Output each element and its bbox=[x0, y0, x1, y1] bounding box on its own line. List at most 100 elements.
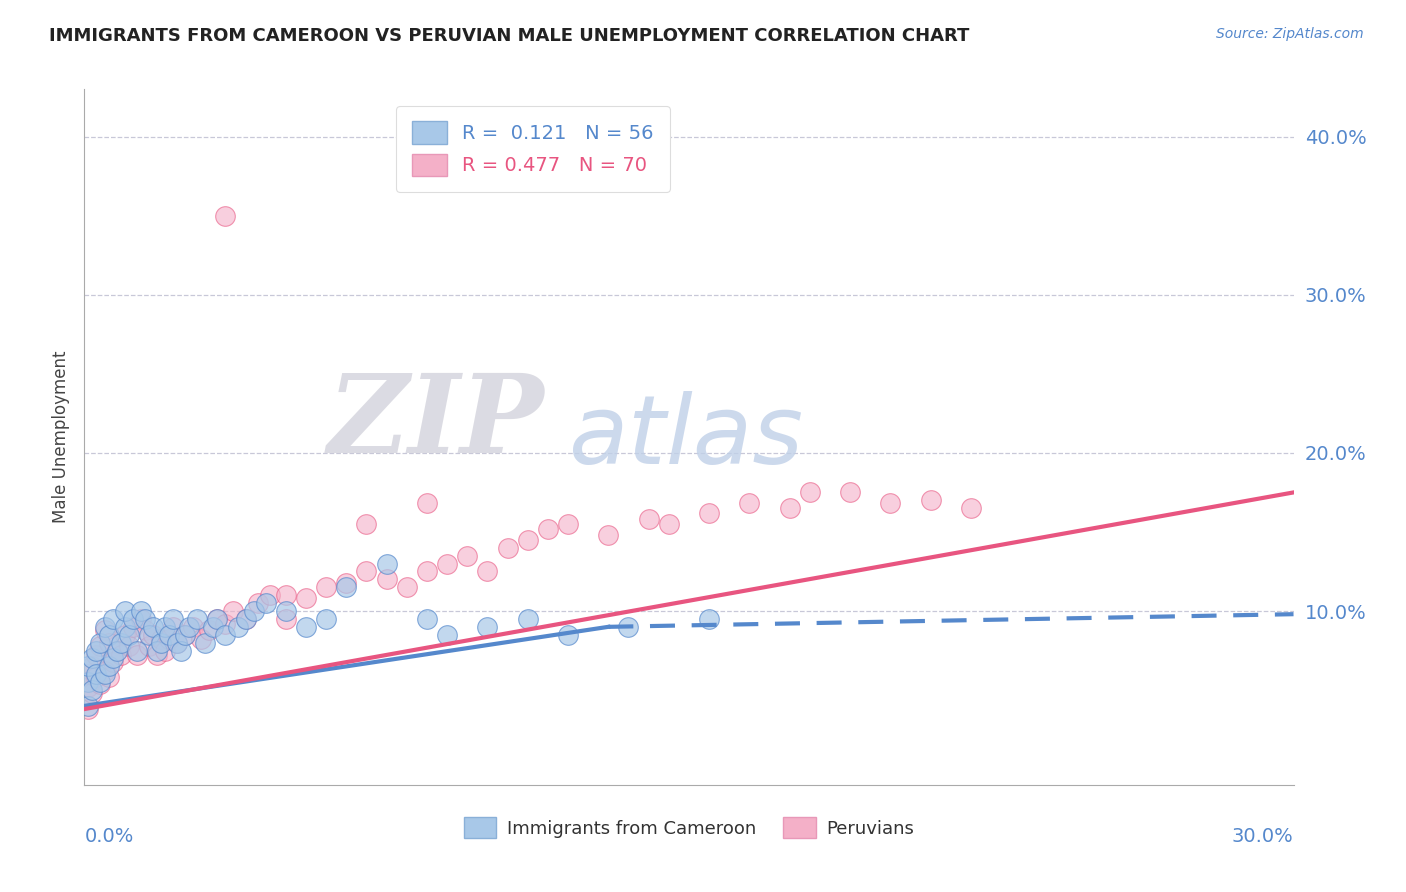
Point bbox=[138, 628, 160, 642]
Point bbox=[190, 632, 212, 647]
Point bbox=[242, 604, 264, 618]
Point bbox=[121, 612, 143, 626]
Point bbox=[149, 635, 172, 649]
Point bbox=[617, 620, 640, 634]
Point bbox=[194, 635, 217, 649]
Point bbox=[516, 612, 538, 626]
Point bbox=[138, 639, 160, 653]
Point bbox=[101, 651, 124, 665]
Point bbox=[142, 628, 165, 642]
Point bbox=[157, 632, 180, 647]
Text: ZIP: ZIP bbox=[328, 369, 544, 477]
Point bbox=[121, 620, 143, 634]
Point bbox=[738, 496, 761, 510]
Point bbox=[77, 698, 100, 713]
Point bbox=[516, 533, 538, 547]
Point bbox=[93, 664, 115, 678]
Point bbox=[93, 620, 115, 634]
Point bbox=[153, 620, 176, 634]
Point bbox=[114, 628, 136, 642]
Point bbox=[114, 604, 136, 618]
Point bbox=[198, 623, 221, 637]
Point bbox=[375, 557, 398, 571]
Text: 30.0%: 30.0% bbox=[1232, 827, 1294, 846]
Point bbox=[274, 604, 297, 618]
Point bbox=[214, 616, 236, 631]
Point bbox=[166, 635, 188, 649]
Legend: Immigrants from Cameroon, Peruvians: Immigrants from Cameroon, Peruvians bbox=[457, 810, 921, 846]
Point bbox=[274, 612, 297, 626]
Point bbox=[82, 683, 104, 698]
Point bbox=[235, 612, 257, 626]
Point bbox=[456, 549, 478, 563]
Point bbox=[207, 612, 229, 626]
Point bbox=[86, 667, 108, 681]
Point bbox=[110, 635, 132, 649]
Point bbox=[162, 612, 184, 626]
Point bbox=[214, 209, 236, 223]
Point bbox=[181, 620, 204, 634]
Point bbox=[89, 675, 111, 690]
Point bbox=[77, 702, 100, 716]
Point bbox=[179, 620, 201, 634]
Point bbox=[295, 620, 318, 634]
Point bbox=[235, 612, 257, 626]
Point bbox=[222, 604, 245, 618]
Point bbox=[246, 596, 269, 610]
Point bbox=[146, 643, 169, 657]
Point bbox=[97, 659, 120, 673]
Point bbox=[134, 623, 156, 637]
Point bbox=[146, 648, 169, 663]
Point bbox=[259, 588, 281, 602]
Point bbox=[202, 620, 225, 634]
Point bbox=[799, 485, 821, 500]
Point bbox=[170, 643, 193, 657]
Point bbox=[149, 632, 172, 647]
Point bbox=[153, 643, 176, 657]
Point bbox=[101, 655, 124, 669]
Point bbox=[779, 501, 801, 516]
Point bbox=[174, 628, 197, 642]
Point bbox=[97, 635, 120, 649]
Point bbox=[839, 485, 862, 500]
Point bbox=[174, 628, 197, 642]
Point bbox=[375, 573, 398, 587]
Point bbox=[162, 620, 184, 634]
Point bbox=[395, 580, 418, 594]
Text: IMMIGRANTS FROM CAMEROON VS PERUVIAN MALE UNEMPLOYMENT CORRELATION CHART: IMMIGRANTS FROM CAMEROON VS PERUVIAN MAL… bbox=[49, 27, 970, 45]
Point bbox=[110, 648, 132, 663]
Point bbox=[315, 580, 337, 594]
Point bbox=[82, 651, 104, 665]
Point bbox=[477, 620, 499, 634]
Point bbox=[557, 628, 579, 642]
Point bbox=[101, 612, 124, 626]
Point bbox=[77, 659, 100, 673]
Point bbox=[557, 516, 579, 531]
Point bbox=[129, 604, 152, 618]
Text: atlas: atlas bbox=[568, 391, 803, 483]
Point bbox=[105, 643, 128, 657]
Point bbox=[697, 612, 720, 626]
Point bbox=[93, 667, 115, 681]
Point bbox=[77, 675, 100, 690]
Point bbox=[920, 493, 942, 508]
Point bbox=[226, 620, 249, 634]
Point bbox=[637, 512, 659, 526]
Point bbox=[157, 628, 180, 642]
Point bbox=[77, 667, 100, 681]
Point bbox=[97, 628, 120, 642]
Point bbox=[86, 643, 108, 657]
Point bbox=[356, 516, 378, 531]
Point bbox=[97, 670, 120, 684]
Point bbox=[142, 620, 165, 634]
Point bbox=[77, 680, 100, 694]
Point bbox=[416, 612, 439, 626]
Point bbox=[134, 612, 156, 626]
Point bbox=[598, 528, 620, 542]
Point bbox=[295, 591, 318, 606]
Point bbox=[89, 635, 111, 649]
Point bbox=[82, 659, 104, 673]
Point bbox=[207, 612, 229, 626]
Y-axis label: Male Unemployment: Male Unemployment bbox=[52, 351, 70, 524]
Point bbox=[118, 628, 141, 642]
